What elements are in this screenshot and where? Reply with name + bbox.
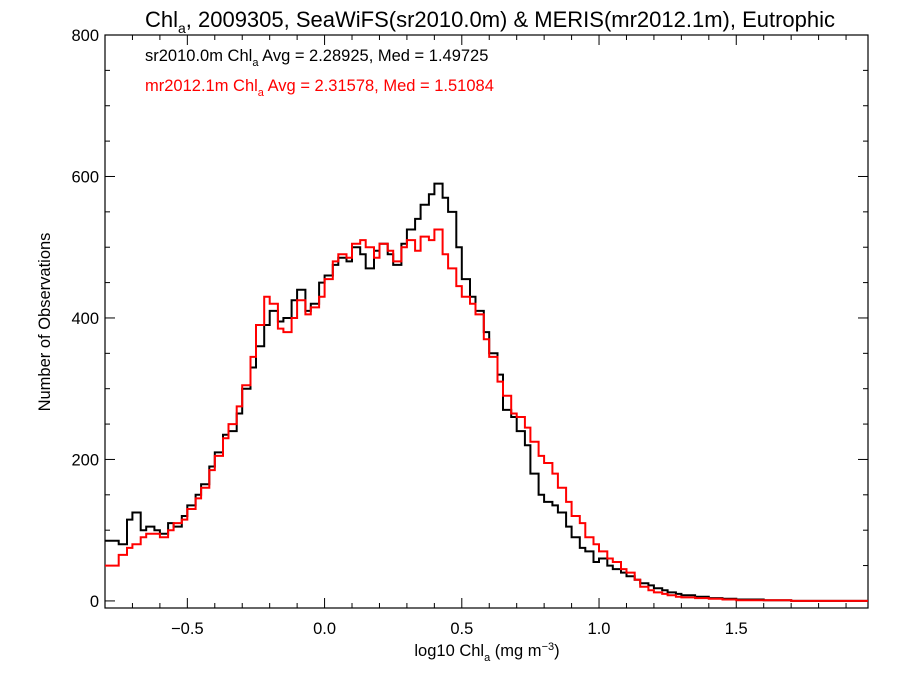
- y-tick-label: 600: [71, 168, 99, 186]
- x-tick-label: 1.0: [588, 620, 611, 638]
- x-tick-label: 0.5: [450, 620, 473, 638]
- series-lines: [105, 182, 868, 602]
- x-axis-ticks: −0.5 0.0 0.5 1.0 1.5: [104, 35, 847, 638]
- series-line-sr2010.0m: [105, 182, 868, 602]
- x-axis-label: log10 Chla (mg m−3): [414, 641, 559, 664]
- x-tick-label: 1.5: [725, 620, 748, 638]
- plot-frame: [104, 34, 869, 609]
- x-tick-label: 0.0: [313, 620, 336, 638]
- series-line-mr2012.1m: [105, 228, 868, 602]
- y-tick-label: 800: [71, 27, 99, 45]
- annotation-series-2: mr2012.1m Chla Avg = 2.31578, Med = 1.51…: [145, 77, 494, 99]
- y-tick-label: 200: [71, 451, 99, 469]
- chart-title: Chla, 2009305, SeaWiFS(sr2010.0m) & MERI…: [145, 7, 835, 36]
- annotation-series-1: sr2010.0m Chla Avg = 2.28925, Med = 1.49…: [145, 47, 488, 69]
- y-axis-ticks: 0 200 400 600 800: [71, 27, 868, 611]
- y-axis-label: Number of Observations: [36, 233, 54, 412]
- y-tick-label: 400: [71, 310, 99, 328]
- x-tick-label: −0.5: [171, 620, 204, 638]
- y-tick-label: 0: [90, 593, 99, 611]
